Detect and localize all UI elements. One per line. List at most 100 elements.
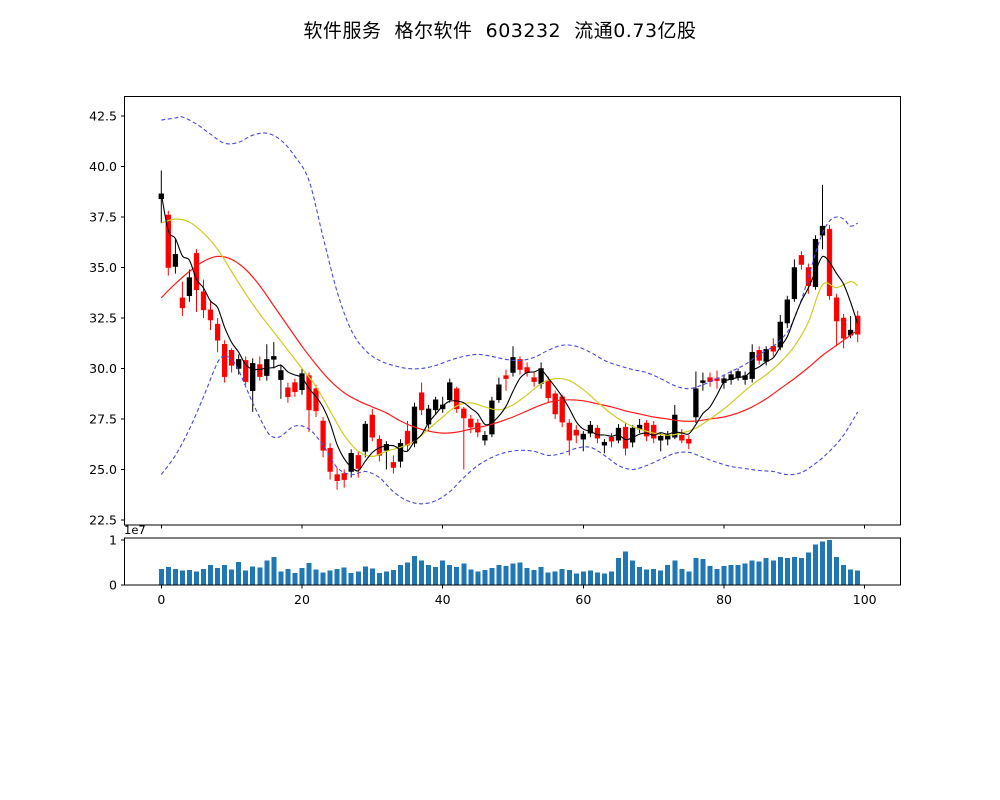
volume-bar — [721, 566, 727, 585]
volume-bar — [630, 560, 636, 586]
volume-bar — [447, 564, 453, 586]
volume-bar — [362, 566, 368, 585]
volume-bar — [475, 571, 481, 585]
volume-bar — [637, 567, 643, 585]
candle-body — [341, 473, 347, 480]
volume-bar — [201, 568, 206, 585]
candle-body — [313, 388, 319, 412]
volume-bar — [250, 566, 256, 585]
candle-body — [651, 424, 657, 439]
volume-bar — [292, 572, 298, 585]
candle-body — [770, 346, 776, 352]
candle-body — [390, 462, 397, 468]
candle-body — [193, 253, 200, 291]
volume-bar — [440, 560, 446, 586]
candle-body — [545, 380, 551, 399]
volume-bar — [482, 570, 488, 585]
volume-bar — [559, 568, 565, 585]
price-tick-label: 35.0 — [89, 260, 117, 275]
volume-bar — [742, 563, 748, 585]
volume-bar — [735, 564, 741, 586]
volume-bar — [454, 567, 460, 585]
candle-body — [243, 360, 249, 382]
chart-title: 软件服务 格尔软件 603232 流通0.73亿股 — [303, 20, 697, 42]
volume-bar — [616, 558, 621, 585]
candle-body — [285, 387, 291, 398]
volume-bar — [714, 568, 720, 585]
candle-body — [447, 382, 453, 401]
volume-bar — [707, 566, 713, 585]
candle-body — [468, 418, 474, 428]
volume-bar — [580, 571, 586, 585]
volume-bar — [419, 560, 425, 586]
candle-body — [186, 277, 193, 297]
candle-body — [404, 430, 411, 446]
price-tick-label: 42.5 — [89, 108, 117, 123]
candle-body — [489, 400, 495, 435]
volume-bar — [510, 563, 516, 585]
candle-body — [615, 427, 622, 441]
candle-body — [432, 399, 439, 411]
volume-bar — [517, 562, 523, 585]
candle-body — [355, 455, 361, 469]
candle-body — [784, 299, 790, 324]
candle-body — [658, 435, 664, 441]
candle-body — [601, 441, 608, 446]
volume-bar — [834, 557, 840, 585]
volume-bar — [243, 570, 249, 585]
price-tick-label: 37.5 — [89, 209, 117, 224]
volume-bar — [236, 562, 242, 585]
candle-body — [320, 420, 326, 451]
volume-bar — [686, 571, 692, 585]
price-panel-border — [124, 96, 901, 526]
volume-bar — [538, 567, 544, 585]
bollinger-upper-line — [161, 116, 858, 390]
volume-bars-layer — [158, 540, 861, 586]
volume-bar — [348, 572, 354, 585]
candle-body — [214, 323, 221, 341]
volume-bar — [665, 564, 671, 586]
volume-bar — [390, 570, 396, 585]
candle-body — [855, 315, 861, 335]
volume-bar — [165, 567, 171, 585]
candle-body — [580, 433, 586, 440]
x-tick-label: 80 — [716, 592, 732, 607]
volume-bar — [172, 568, 178, 585]
volume-bar — [186, 570, 192, 585]
axes-layer: 22.5 25.0 27.5 30.0 32.5 35.0 37.5 40.0 42.5 0 20 4… — [89, 96, 901, 607]
volume-bar — [679, 568, 685, 585]
candle-body — [552, 393, 558, 415]
volume-bar — [756, 561, 762, 585]
volume-bar — [313, 569, 319, 585]
candle-body — [207, 309, 214, 321]
volume-bar — [383, 571, 389, 585]
candle-body — [221, 344, 228, 377]
x-tick-label: 60 — [575, 592, 591, 607]
candle-body — [777, 321, 783, 348]
candle-body — [440, 404, 446, 410]
volume-bar — [805, 552, 811, 585]
volume-bar — [194, 571, 199, 585]
candles-layer — [158, 170, 861, 490]
candle-body — [622, 426, 629, 449]
volume-bar — [658, 570, 664, 585]
candle-body — [833, 297, 840, 322]
volume-bar — [672, 560, 678, 586]
candle-body — [236, 359, 242, 369]
volume-bar — [341, 567, 347, 585]
mid-ma-line — [161, 218, 859, 458]
volume-bar — [587, 570, 593, 585]
volume-bar — [405, 562, 410, 585]
candle-body — [179, 297, 186, 309]
candle-body — [411, 406, 418, 444]
volume-bar — [798, 558, 804, 585]
price-tick-label: 22.5 — [89, 512, 117, 527]
volume-bar — [412, 556, 417, 585]
candle-body — [418, 392, 425, 411]
volume-bar — [222, 565, 228, 585]
candle-body — [482, 434, 488, 441]
volume-bar — [841, 564, 847, 586]
volume-bar — [545, 572, 551, 585]
candle-body — [165, 214, 171, 268]
